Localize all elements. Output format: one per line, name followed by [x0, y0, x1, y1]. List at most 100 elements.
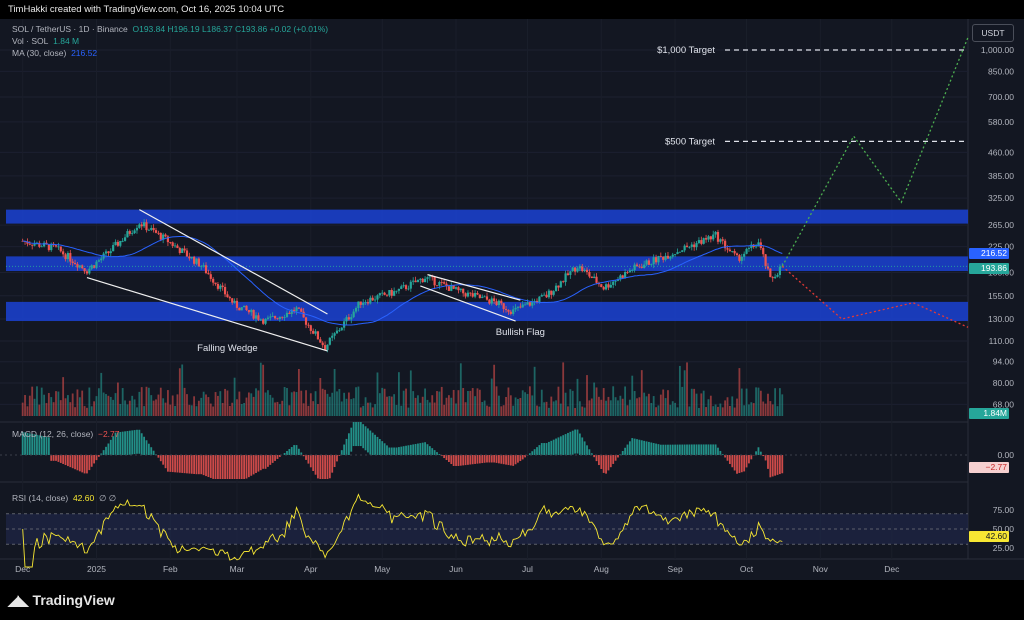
- macd-bar: [471, 455, 474, 465]
- volume-bar: [93, 401, 96, 416]
- macd-bar: [538, 445, 541, 455]
- candle-body: [381, 292, 384, 294]
- chart-area[interactable]: 1,000.00 850.00 700.00 580.00 460.00 385.00 32…: [0, 19, 1024, 580]
- volume-bar: [598, 396, 600, 416]
- volume-bar: [145, 386, 148, 416]
- candle-body: [516, 306, 520, 308]
- volume-bar: [250, 393, 253, 416]
- volume-bar: [705, 407, 707, 416]
- candle-body: [502, 303, 505, 310]
- macd-bar: [719, 450, 722, 455]
- volume-bar: [769, 401, 772, 416]
- volume-bar: [540, 389, 543, 416]
- candle-body: [400, 286, 403, 289]
- macd-bar: [45, 436, 48, 455]
- volume-bar: [257, 390, 260, 416]
- volume-bar: [338, 389, 341, 416]
- time-tick-label: Sep: [668, 564, 683, 574]
- macd-bar: [193, 455, 196, 474]
- volume-bar: [609, 400, 612, 416]
- candle-body: [331, 335, 334, 338]
- volume-bar: [152, 400, 155, 416]
- rsi-line: [22, 493, 783, 568]
- candle-body: [407, 288, 410, 290]
- macd-bar: [757, 447, 760, 455]
- volume-bar: [40, 387, 43, 416]
- volume-bar: [688, 406, 691, 416]
- volume-bar: [155, 399, 157, 416]
- volume-bar: [655, 407, 657, 416]
- volume-bar: [71, 393, 74, 416]
- macd-bar: [450, 455, 453, 464]
- candle-body: [457, 287, 460, 291]
- macd-bar: [693, 444, 696, 455]
- macd-bar: [176, 455, 179, 473]
- volume-bar: [748, 404, 750, 416]
- volume-bar: [562, 362, 565, 416]
- candle-body: [114, 241, 117, 246]
- candle-body: [552, 291, 555, 295]
- volume-bar: [67, 395, 69, 416]
- tradingview-logo[interactable]: ◢◣ TradingView: [8, 592, 115, 609]
- volume-bar: [736, 398, 738, 416]
- macd-bar: [271, 455, 274, 463]
- candle-body: [188, 256, 191, 259]
- macd-bar: [421, 442, 424, 455]
- volume-bar: [738, 368, 741, 416]
- macd-bar: [459, 455, 462, 466]
- price-chart-svg[interactable]: 1,000.00 850.00 700.00 580.00 460.00 385.00 32…: [0, 19, 1024, 580]
- volume-bar: [126, 404, 129, 416]
- volume-bar: [650, 402, 653, 416]
- volume-bar: [767, 393, 769, 416]
- time-tick-label: Jun: [449, 564, 463, 574]
- flag-upper-line: [427, 274, 521, 301]
- macd-bar: [293, 445, 296, 455]
- macd-bar: [31, 433, 34, 455]
- time-tick-label: May: [374, 564, 391, 574]
- volume-bar: [545, 401, 548, 416]
- candle-body: [312, 330, 315, 334]
- macd-bar: [326, 455, 329, 479]
- volume-bar: [245, 397, 248, 416]
- volume-bar: [371, 407, 374, 416]
- macd-bar: [559, 436, 562, 455]
- macd-bar: [131, 430, 134, 455]
- candle-body: [304, 317, 308, 325]
- candle-body: [21, 240, 24, 242]
- macd-bar: [407, 445, 410, 455]
- macd-bar: [374, 434, 376, 455]
- volume-bar: [262, 364, 265, 416]
- candle-body: [364, 302, 367, 303]
- volume-bar: [421, 396, 424, 416]
- macd-bar: [62, 455, 65, 464]
- candle-body: [81, 265, 84, 269]
- macd-bar: [164, 455, 167, 469]
- candle-body: [85, 271, 89, 274]
- wedge-lower-line: [86, 276, 328, 352]
- macd-bar: [200, 455, 203, 475]
- volume-bar: [531, 395, 534, 416]
- candle-body: [731, 251, 734, 252]
- volume-bar: [621, 398, 624, 416]
- macd-bar: [126, 431, 129, 455]
- volume-bar: [600, 399, 603, 416]
- candle-body: [700, 240, 703, 244]
- candle-body: [543, 294, 546, 296]
- volume-bar: [459, 363, 462, 416]
- candle-body: [319, 339, 322, 343]
- time-tick-label: Oct: [740, 564, 754, 574]
- candle-body: [469, 292, 472, 294]
- macd-bar: [228, 455, 231, 479]
- volume-bar: [140, 387, 143, 416]
- candle-body: [300, 308, 303, 312]
- volume-bar: [569, 389, 572, 416]
- currency-button[interactable]: USDT: [972, 24, 1014, 42]
- macd-bar: [64, 455, 67, 466]
- candle-body: [581, 265, 584, 272]
- candle-body: [776, 274, 779, 277]
- candle-body: [266, 317, 270, 319]
- macd-bar: [28, 433, 31, 455]
- volume-bar: [602, 388, 605, 416]
- volume-bar: [217, 395, 219, 416]
- macd-bar: [55, 455, 57, 461]
